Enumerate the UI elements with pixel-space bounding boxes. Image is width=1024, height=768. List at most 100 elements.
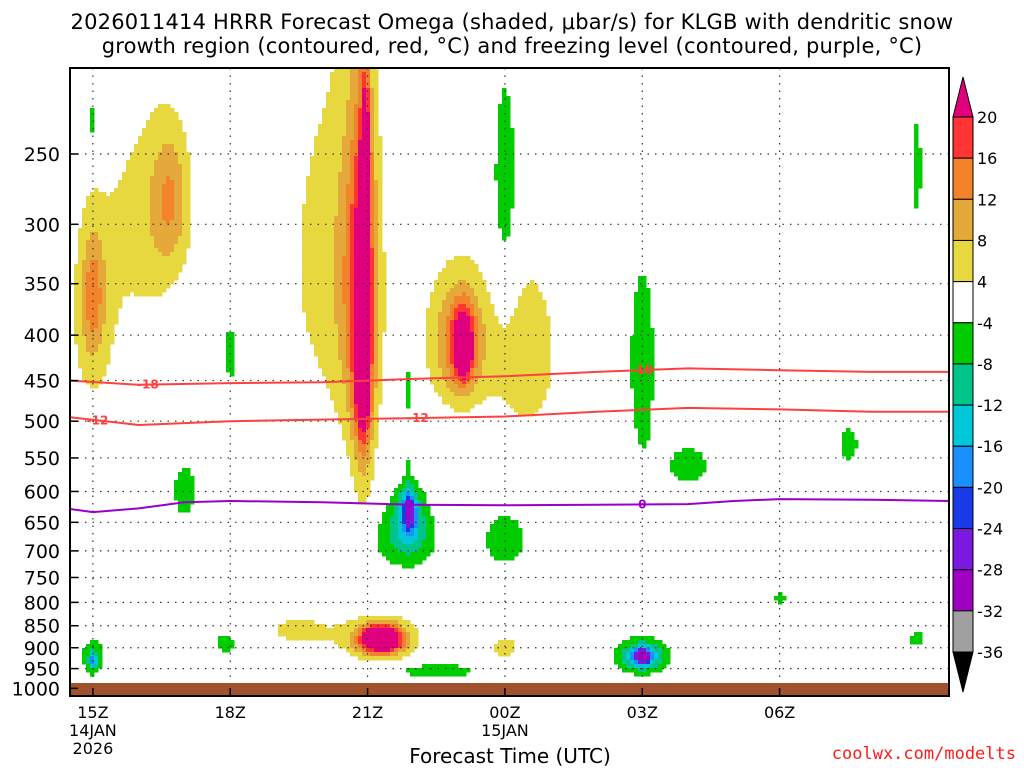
- y-tick-label: 950: [24, 659, 60, 681]
- omega-cell: [346, 352, 351, 357]
- omega-cell: [378, 260, 387, 265]
- omega-cell: [358, 632, 363, 637]
- omega-cell: [626, 652, 631, 657]
- omega-cell: [74, 332, 83, 337]
- omega-cell: [450, 348, 455, 353]
- omega-cell: [778, 600, 783, 605]
- omega-cell: [394, 544, 423, 549]
- omega-cell: [478, 356, 487, 361]
- colorbar-label: -12: [977, 396, 1003, 415]
- omega-cell: [150, 224, 183, 229]
- omega-cell: [86, 276, 99, 281]
- omega-cell: [370, 456, 375, 461]
- omega-cell: [470, 324, 475, 329]
- omega-cell: [354, 396, 371, 401]
- omega-cell: [150, 200, 163, 205]
- omega-cell: [426, 320, 439, 325]
- omega-cell: [74, 324, 83, 329]
- omega-cell: [170, 176, 183, 181]
- omega-cell: [410, 504, 415, 509]
- omega-cell: [346, 388, 351, 393]
- omega-cell: [458, 384, 467, 389]
- omega-cell: [302, 228, 335, 233]
- omega-cell: [362, 80, 367, 85]
- omega-cell: [914, 144, 919, 149]
- omega-cell: [326, 104, 347, 109]
- omega-cell: [314, 152, 343, 157]
- omega-cell: [410, 640, 419, 645]
- omega-cell: [390, 624, 399, 629]
- omega-cell: [394, 512, 399, 517]
- omega-cell: [446, 352, 451, 357]
- omega-cell: [374, 332, 379, 337]
- omega-cell: [154, 168, 183, 173]
- omega-cell: [350, 360, 355, 365]
- omega-cell: [358, 140, 371, 145]
- omega-cell: [354, 168, 359, 173]
- omega-cell: [486, 540, 523, 545]
- omega-cell: [374, 368, 379, 373]
- omega-cell: [622, 648, 631, 653]
- omega-cell: [378, 376, 383, 381]
- omega-cell: [78, 252, 87, 257]
- omega-cell: [350, 432, 355, 437]
- omega-cell: [478, 304, 495, 309]
- omega-cell: [658, 644, 667, 649]
- omega-cell: [378, 292, 387, 297]
- omega-cell: [914, 184, 923, 189]
- omega-cell: [370, 304, 375, 309]
- omega-cell: [366, 92, 371, 97]
- omega-cell: [374, 180, 379, 185]
- omega-cell: [322, 108, 347, 113]
- omega-cell: [638, 656, 651, 661]
- omega-cell: [310, 160, 343, 165]
- omega-cell: [398, 632, 403, 637]
- omega-cell: [94, 660, 99, 665]
- omega-cell: [162, 184, 175, 189]
- omega-cell: [406, 632, 411, 637]
- colorbar-box: [952, 322, 974, 365]
- x-tick-label: 00Z: [489, 703, 520, 722]
- omega-cell: [406, 636, 411, 641]
- omega-cell: [374, 376, 379, 381]
- omega-cell: [150, 208, 163, 213]
- omega-cell: [354, 172, 359, 177]
- omega-cell: [354, 236, 371, 241]
- omega-cell: [342, 256, 351, 261]
- omega-cell: [82, 284, 87, 289]
- omega-cell: [370, 332, 375, 337]
- omega-cell: [78, 360, 111, 365]
- omega-cell: [418, 524, 427, 529]
- omega-cell: [394, 492, 399, 497]
- omega-cell: [414, 512, 419, 517]
- omega-cell: [142, 128, 183, 133]
- omega-cell: [330, 84, 351, 89]
- omega-cell: [82, 216, 151, 221]
- omega-cell: [498, 180, 515, 185]
- x-tick-label: 18Z: [215, 703, 246, 722]
- omega-cell: [350, 272, 355, 277]
- omega-cell: [354, 476, 375, 481]
- omega-cell: [374, 392, 383, 397]
- colorbar-label: -4: [977, 314, 993, 333]
- omega-cell: [446, 336, 451, 341]
- y-tick-label: 400: [24, 325, 60, 347]
- omega-cell: [358, 640, 363, 645]
- omega-cell: [350, 388, 355, 393]
- omega-cell: [378, 268, 387, 273]
- omega-cell: [410, 508, 415, 513]
- credit-link[interactable]: coolwx.com/modelts: [831, 744, 1016, 764]
- omega-cell: [358, 448, 367, 453]
- omega-cell: [474, 340, 479, 345]
- omega-cell: [410, 500, 415, 505]
- omega-cell: [382, 512, 395, 517]
- omega-cell: [450, 308, 455, 313]
- omega-cell: [378, 280, 387, 285]
- omega-cell: [374, 412, 379, 417]
- omega-cell: [370, 156, 375, 161]
- omega-cell: [414, 540, 423, 545]
- omega-cell: [350, 368, 355, 373]
- omega-cell: [178, 240, 191, 245]
- omega-cell: [302, 284, 335, 289]
- omega-cell: [86, 244, 103, 249]
